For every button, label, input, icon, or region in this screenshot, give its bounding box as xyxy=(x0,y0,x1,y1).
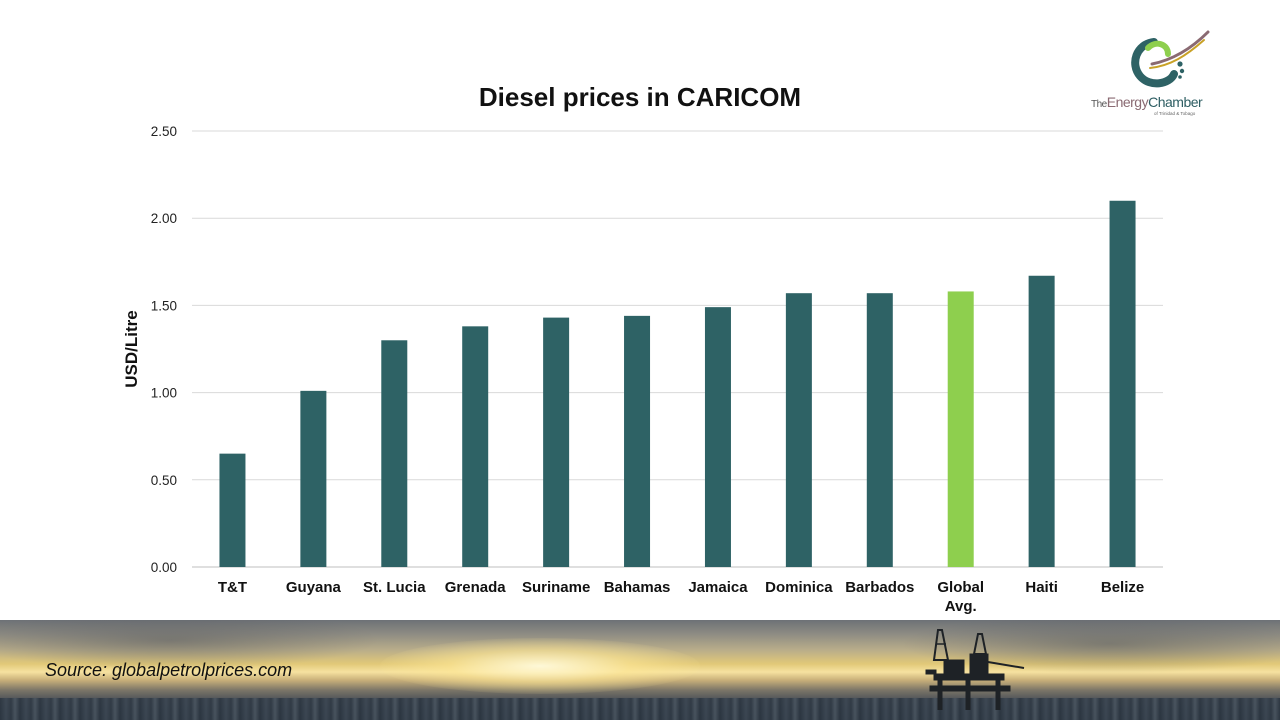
x-tick-label: Suriname xyxy=(522,579,590,596)
y-tick-label: 2.50 xyxy=(151,124,177,139)
logo-chamber: Chamber xyxy=(1148,94,1203,110)
bar-haiti xyxy=(1028,275,1055,567)
oil-rig-icon xyxy=(925,629,1025,710)
x-category-labels: T&T Guyana St. Lucia Grenada Suriname Bahamas… xyxy=(218,579,1144,615)
energy-chamber-logo: TheEnergyChamber of Trinidad & Tobago xyxy=(1088,28,1228,120)
logo-swirl-icon xyxy=(1131,30,1210,88)
x-tick-label: Barbados xyxy=(845,579,914,596)
y-tick-label: 1.00 xyxy=(151,386,177,401)
sun-glow xyxy=(380,638,700,694)
chart-title: Diesel prices in CARICOM xyxy=(478,82,802,112)
sea-decoration xyxy=(0,698,1280,720)
x-tick-label: Bahamas xyxy=(604,579,671,596)
bar-st-lucia xyxy=(381,340,408,567)
y-tick-label: 0.50 xyxy=(151,473,177,488)
bar-global-avg- xyxy=(947,291,974,567)
y-tick-label: 0.00 xyxy=(151,560,177,575)
logo-energy: Energy xyxy=(1106,94,1149,110)
bar-chart: 0.00 0.50 1.00 1.50 2.00 2.50 T&T Guyana St. Lu… xyxy=(122,124,1163,615)
bar-guyana xyxy=(300,390,327,567)
logo-subtitle: of Trinidad & Tobago xyxy=(1154,111,1196,116)
y-axis-label: USD/Litre xyxy=(122,310,141,387)
x-tick-label: Global Avg. xyxy=(937,579,984,615)
x-tick-label: St. Lucia xyxy=(363,579,426,596)
x-tick-label: Guyana xyxy=(286,579,342,596)
bar-dominica xyxy=(785,293,812,567)
x-tick-label: T&T xyxy=(218,579,247,596)
bar-jamaica xyxy=(704,307,731,567)
bar-barbados xyxy=(866,293,893,567)
footer-banner: Source: globalpetrolprices.com xyxy=(0,620,1280,720)
x-tick-label: Dominica xyxy=(765,579,833,596)
bar-belize xyxy=(1109,200,1136,567)
gridlines xyxy=(192,130,1163,568)
y-tick-label: 2.00 xyxy=(151,211,177,226)
y-tick-label: 1.50 xyxy=(151,298,177,313)
logo-the: The xyxy=(1091,99,1107,110)
bar-bahamas xyxy=(624,315,651,567)
bar-t-t xyxy=(219,453,246,567)
bar-grenada xyxy=(462,326,489,567)
x-tick-label: Grenada xyxy=(445,579,507,596)
source-note: Source: globalpetrolprices.com xyxy=(45,660,293,680)
x-tick-label: Belize xyxy=(1101,579,1144,596)
bar-suriname xyxy=(543,317,570,567)
bars xyxy=(219,200,1136,567)
logo-wordmark: TheEnergyChamber xyxy=(1091,94,1203,110)
x-tick-label: Jamaica xyxy=(688,579,748,596)
x-tick-label: Haiti xyxy=(1025,579,1058,596)
y-tick-labels: 0.00 0.50 1.00 1.50 2.00 2.50 xyxy=(151,124,177,575)
